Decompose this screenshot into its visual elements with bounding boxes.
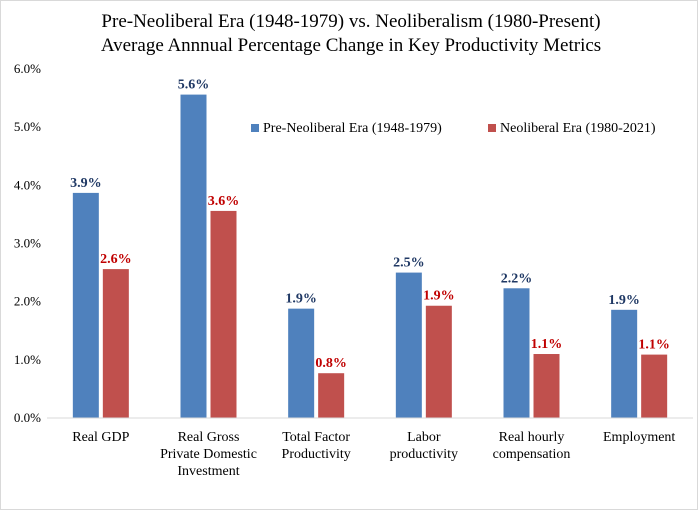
bars (72, 94, 668, 419)
bar (210, 210, 237, 418)
y-tick-label: 0.0% (14, 410, 41, 425)
bar (641, 354, 668, 418)
data-label: 1.1% (531, 337, 563, 352)
y-axis: 0.0% 1.0% 2.0% 3.0% 4.0% 5.0% 6.0% (14, 61, 41, 425)
y-tick-label: 6.0% (14, 61, 41, 76)
category-label: Real hourly compensation (493, 430, 571, 462)
bar (102, 269, 129, 418)
legend-label: Pre-Neoliberal Era (1948-1979) (263, 121, 442, 136)
category-label: Total Factor Productivity (282, 430, 351, 462)
y-tick-label: 5.0% (14, 119, 41, 134)
bar (288, 308, 315, 418)
y-tick-label: 1.0% (14, 352, 41, 367)
x-axis: Real GDP Real Gross Private Domestic Invest… (47, 417, 693, 479)
legend-label: Neoliberal Era (1980-2021) (500, 121, 656, 136)
data-label: 3.6% (208, 194, 240, 209)
bar (533, 354, 560, 418)
data-label: 1.9% (608, 293, 640, 308)
category-label: Labor productivity (390, 430, 458, 462)
data-label: 2.2% (501, 271, 533, 286)
data-label: 2.6% (100, 252, 132, 267)
category-label: Real Gross Private Domestic Investment (160, 430, 257, 479)
bar (611, 309, 638, 418)
chart-title: Pre-Neoliberal Era (1948-1979) vs. Neoli… (101, 11, 600, 32)
data-label: 0.8% (315, 356, 347, 371)
data-label: 1.9% (423, 289, 455, 304)
y-tick-label: 3.0% (14, 236, 41, 251)
data-label: 3.9% (70, 176, 102, 191)
y-tick-label: 2.0% (14, 294, 41, 309)
category-label: Real GDP (72, 430, 129, 445)
bar (395, 272, 422, 418)
legend-swatch (488, 124, 496, 132)
data-label: 1.1% (638, 338, 670, 353)
bar (180, 94, 207, 419)
bar (318, 373, 345, 418)
chart-subtitle: Average Annnual Percentage Change in Key… (101, 35, 601, 56)
legend-swatch (251, 124, 259, 132)
data-labels: 3.9% 2.6% 5.6% 3.6% 1.9% 0.8% 2.5% 1.9% 2.2% 1.1%… (70, 78, 670, 372)
y-tick-label: 4.0% (14, 177, 41, 192)
legend: Pre-Neoliberal Era (1948-1979) Neoliberal… (251, 121, 656, 136)
bar (72, 192, 99, 418)
category-label: Employment (603, 430, 675, 445)
bar (425, 305, 452, 418)
data-label: 1.9% (285, 292, 317, 307)
bar (503, 288, 530, 418)
data-label: 2.5% (393, 256, 425, 271)
data-label: 5.6% (178, 78, 210, 93)
